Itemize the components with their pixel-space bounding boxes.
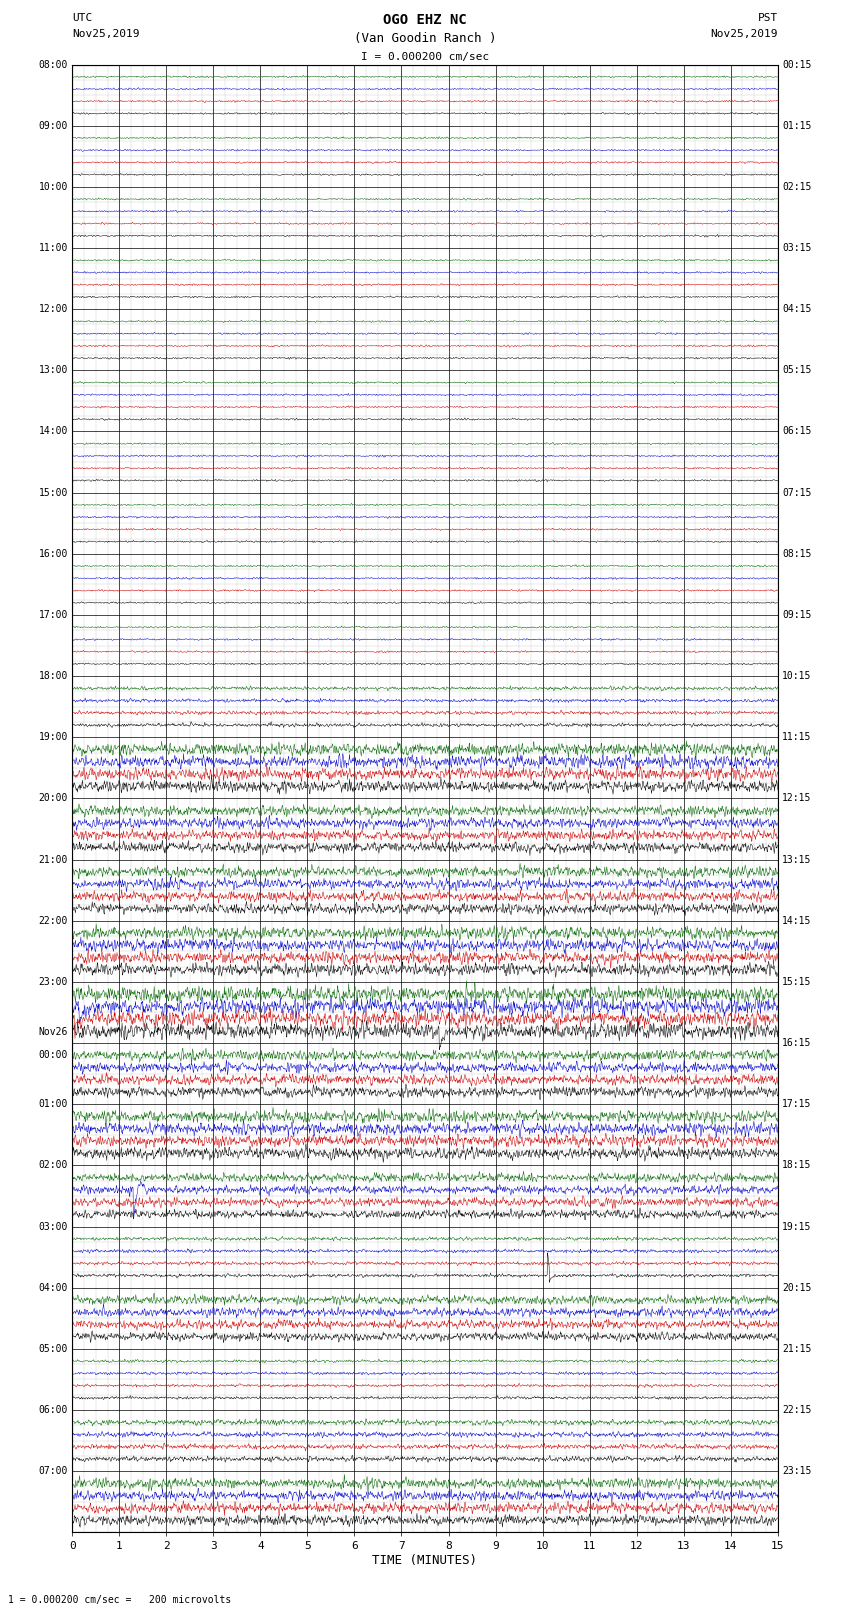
Text: 15:15: 15:15 xyxy=(782,977,812,987)
Text: OGO EHZ NC: OGO EHZ NC xyxy=(383,13,467,27)
Text: 1 = 0.000200 cm/sec =   200 microvolts: 1 = 0.000200 cm/sec = 200 microvolts xyxy=(8,1595,232,1605)
Text: (Van Goodin Ranch ): (Van Goodin Ranch ) xyxy=(354,32,496,45)
Text: 11:15: 11:15 xyxy=(782,732,812,742)
Text: Nov25,2019: Nov25,2019 xyxy=(72,29,139,39)
Text: 17:15: 17:15 xyxy=(782,1098,812,1110)
Text: 19:15: 19:15 xyxy=(782,1221,812,1232)
Text: 22:15: 22:15 xyxy=(782,1405,812,1415)
Text: 00:00: 00:00 xyxy=(38,1050,68,1060)
Text: 17:00: 17:00 xyxy=(38,610,68,619)
Text: 23:00: 23:00 xyxy=(38,977,68,987)
Text: I = 0.000200 cm/sec: I = 0.000200 cm/sec xyxy=(361,52,489,61)
Text: 10:15: 10:15 xyxy=(782,671,812,681)
Text: 01:00: 01:00 xyxy=(38,1098,68,1110)
Text: 06:00: 06:00 xyxy=(38,1405,68,1415)
Text: 04:15: 04:15 xyxy=(782,305,812,315)
Text: 08:00: 08:00 xyxy=(38,60,68,69)
Text: 14:15: 14:15 xyxy=(782,916,812,926)
Text: 10:00: 10:00 xyxy=(38,182,68,192)
Text: 16:00: 16:00 xyxy=(38,548,68,558)
Text: 18:00: 18:00 xyxy=(38,671,68,681)
Text: 16:15: 16:15 xyxy=(782,1039,812,1048)
Text: 02:15: 02:15 xyxy=(782,182,812,192)
Text: 05:00: 05:00 xyxy=(38,1344,68,1353)
Text: 23:15: 23:15 xyxy=(782,1466,812,1476)
Text: 09:00: 09:00 xyxy=(38,121,68,131)
Text: 08:15: 08:15 xyxy=(782,548,812,558)
Text: 15:00: 15:00 xyxy=(38,487,68,498)
Text: 07:00: 07:00 xyxy=(38,1466,68,1476)
Text: 01:15: 01:15 xyxy=(782,121,812,131)
Text: 06:15: 06:15 xyxy=(782,426,812,437)
Text: 22:00: 22:00 xyxy=(38,916,68,926)
Text: 19:00: 19:00 xyxy=(38,732,68,742)
Text: Nov26: Nov26 xyxy=(38,1026,68,1037)
Text: 03:00: 03:00 xyxy=(38,1221,68,1232)
Text: 21:00: 21:00 xyxy=(38,855,68,865)
Text: 02:00: 02:00 xyxy=(38,1160,68,1171)
Text: 18:15: 18:15 xyxy=(782,1160,812,1171)
Text: 03:15: 03:15 xyxy=(782,244,812,253)
Text: 20:15: 20:15 xyxy=(782,1282,812,1292)
Text: Nov25,2019: Nov25,2019 xyxy=(711,29,778,39)
Text: PST: PST xyxy=(757,13,778,23)
Text: 05:15: 05:15 xyxy=(782,365,812,376)
Text: 21:15: 21:15 xyxy=(782,1344,812,1353)
Text: 11:00: 11:00 xyxy=(38,244,68,253)
Text: 04:00: 04:00 xyxy=(38,1282,68,1292)
Text: 12:00: 12:00 xyxy=(38,305,68,315)
X-axis label: TIME (MINUTES): TIME (MINUTES) xyxy=(372,1555,478,1568)
Text: 14:00: 14:00 xyxy=(38,426,68,437)
Text: 13:15: 13:15 xyxy=(782,855,812,865)
Text: 12:15: 12:15 xyxy=(782,794,812,803)
Text: 00:15: 00:15 xyxy=(782,60,812,69)
Text: UTC: UTC xyxy=(72,13,93,23)
Text: 20:00: 20:00 xyxy=(38,794,68,803)
Text: 09:15: 09:15 xyxy=(782,610,812,619)
Text: 07:15: 07:15 xyxy=(782,487,812,498)
Text: 13:00: 13:00 xyxy=(38,365,68,376)
